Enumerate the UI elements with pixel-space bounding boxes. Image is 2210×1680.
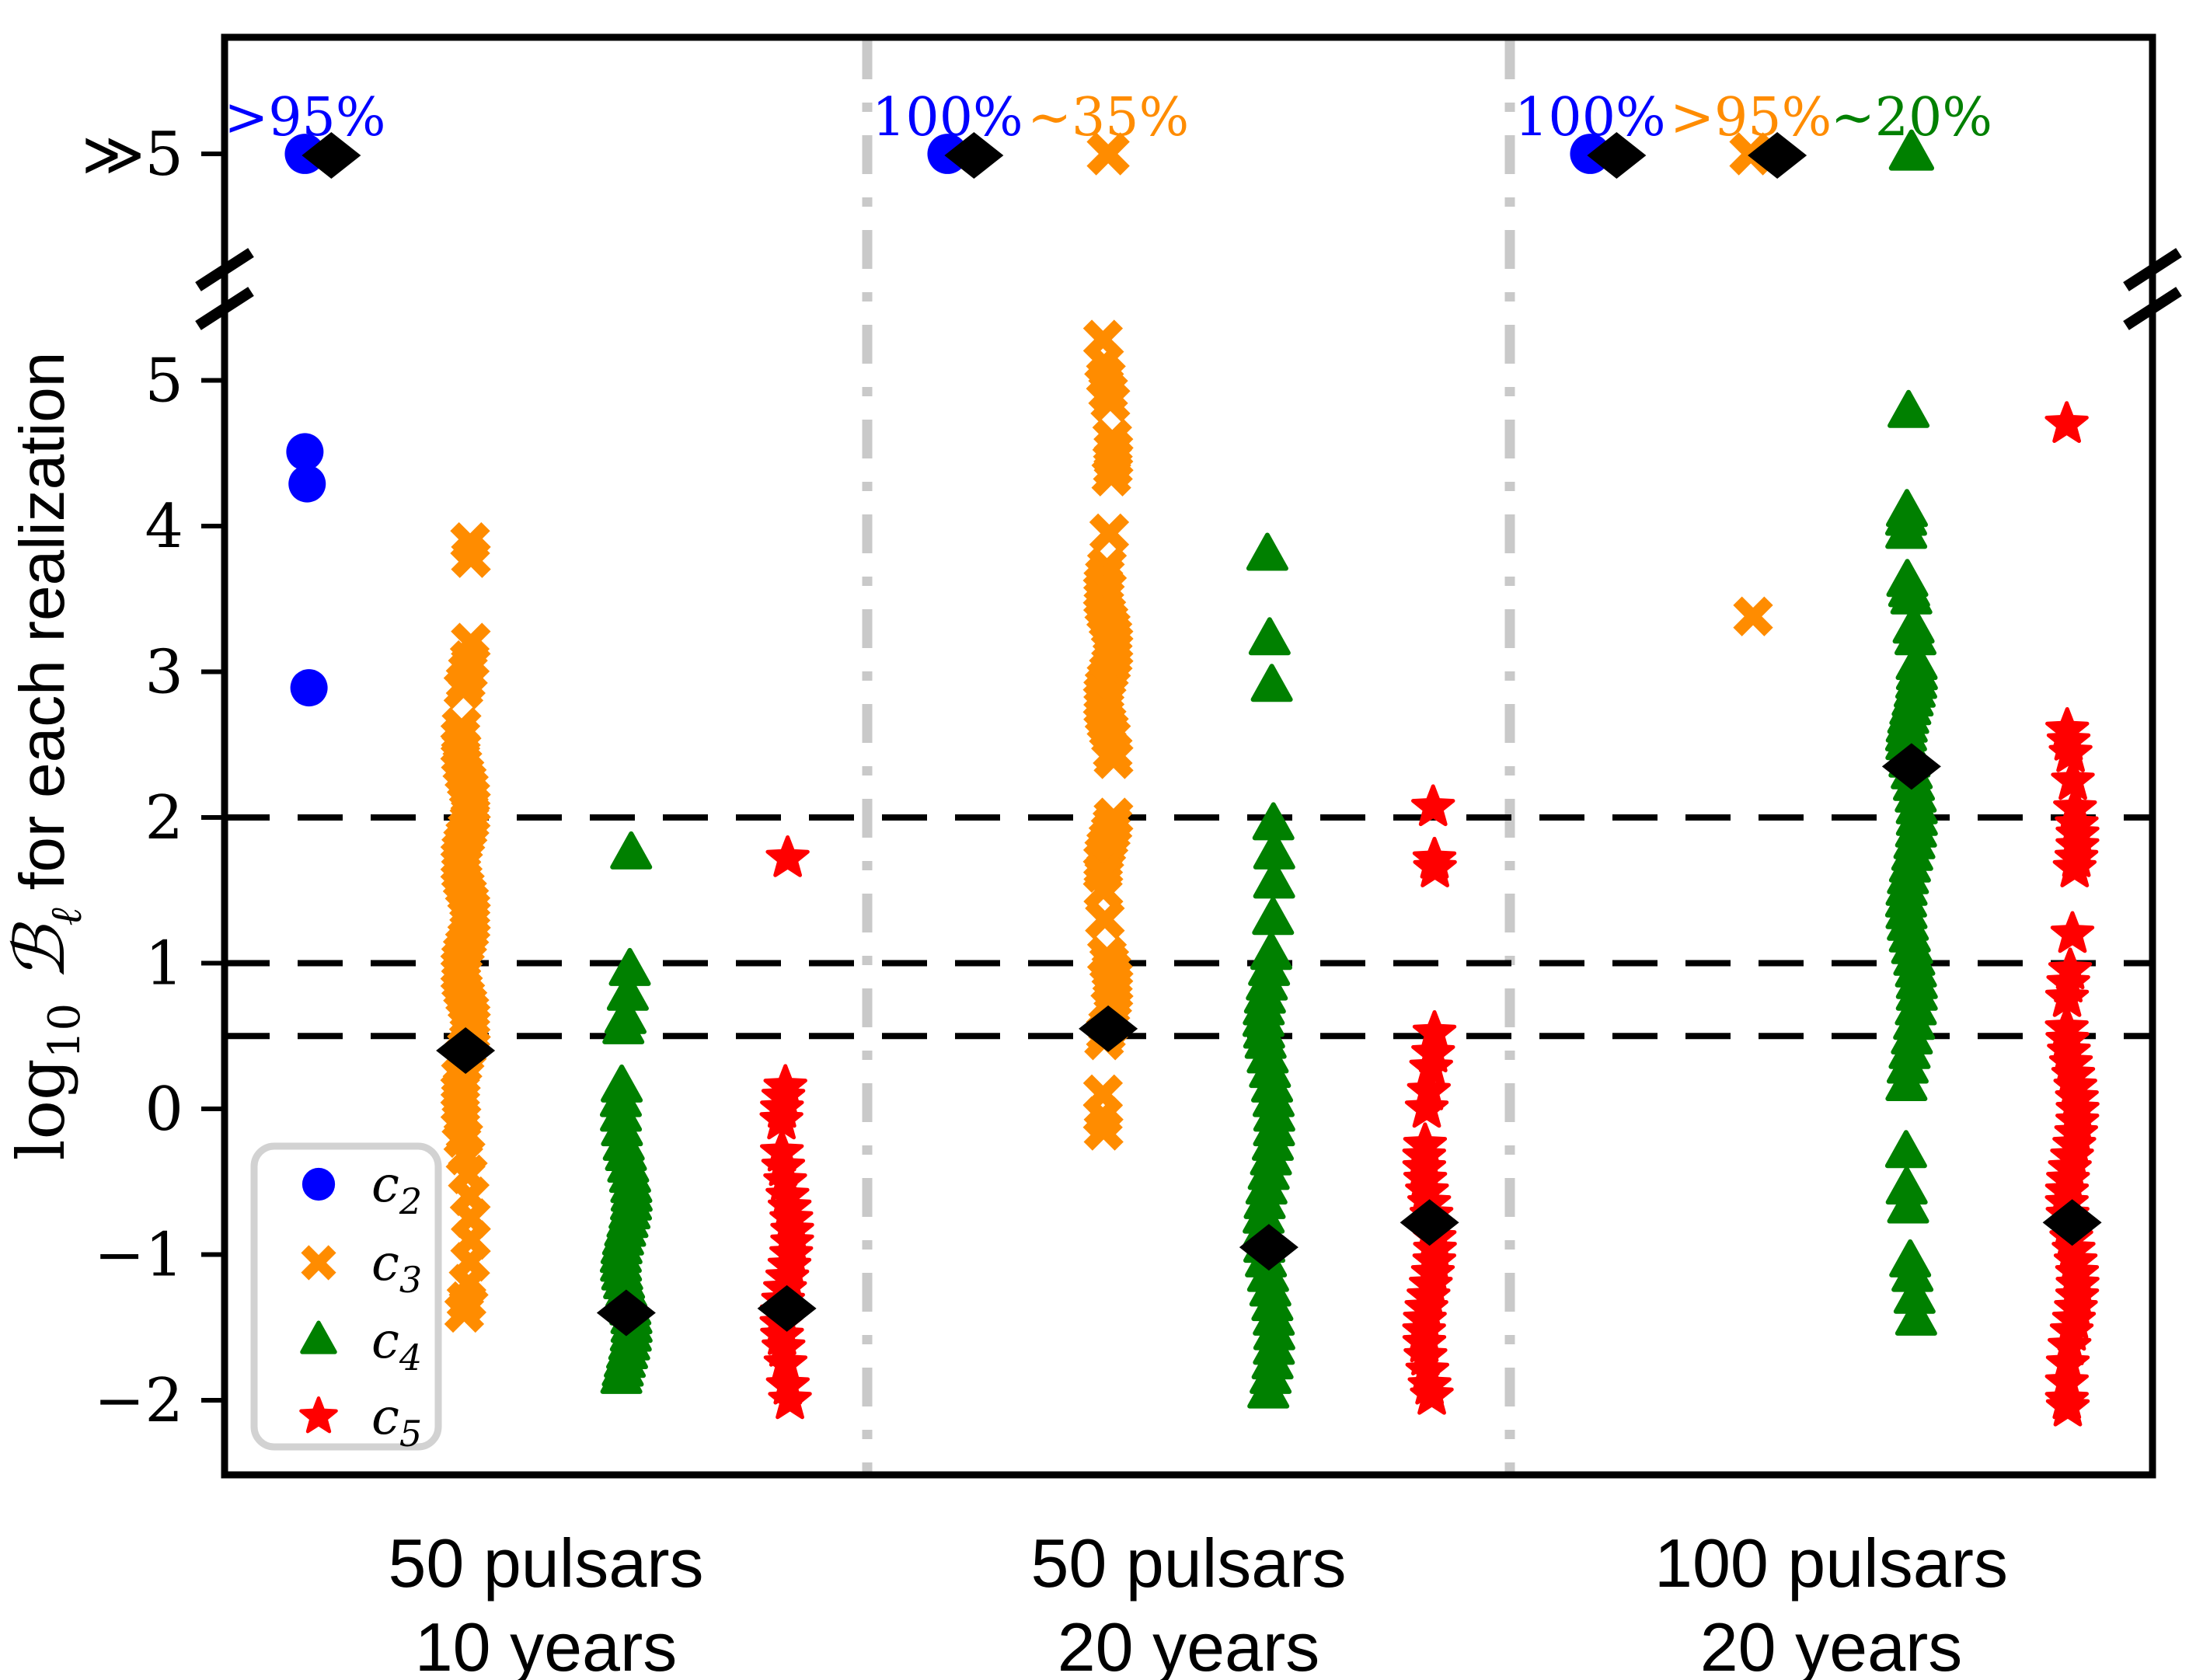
legend-marker-c5 — [299, 1396, 338, 1434]
break-annotation-c2: 100% — [872, 87, 1023, 148]
point-marker-c3 — [1091, 456, 1131, 497]
point-marker-c4 — [1246, 532, 1288, 571]
point-marker-c5 — [1413, 845, 1457, 887]
y-axis-label: log10 ℬℓ for each realization — [0, 352, 92, 1161]
axis-break-slash — [2123, 248, 2182, 291]
y-tick-label: 1 — [145, 929, 183, 999]
group-label: 20 years — [1700, 1609, 1963, 1680]
point-marker-c4 — [602, 1006, 645, 1044]
point-marker-c5 — [768, 1377, 812, 1420]
legend-marker-c3 — [301, 1245, 336, 1281]
median-diamond — [1881, 743, 1941, 790]
median-diamond-break — [944, 132, 1004, 179]
point-marker-c3 — [1089, 513, 1130, 554]
group-label: 10 years — [415, 1609, 678, 1680]
median-diamond — [1400, 1199, 1459, 1246]
y-tick-label: 4 — [145, 492, 183, 562]
point-marker-c2 — [290, 669, 328, 707]
point-marker-c5 — [2052, 845, 2097, 887]
plot-border — [221, 33, 2156, 1479]
legend-marker-c2 — [302, 1167, 336, 1201]
y-tick-label: −2 — [94, 1366, 183, 1436]
point-marker-c5 — [765, 835, 810, 877]
point-marker-c4 — [1895, 1297, 1937, 1336]
group-label: 50 pulsars — [1030, 1525, 1346, 1602]
group-label: 50 pulsars — [388, 1525, 703, 1602]
point-marker-c5 — [1411, 784, 1455, 827]
group-label: 20 years — [1058, 1609, 1320, 1680]
point-marker-c4 — [1887, 1185, 1929, 1224]
break-annotation-c3: >95% — [1670, 87, 1832, 148]
point-marker-c3 — [1090, 382, 1131, 423]
y-tick-label: 0 — [145, 1075, 183, 1145]
y-tick-label: 2 — [145, 783, 183, 853]
legend-label-c3: c3 — [371, 1235, 422, 1301]
point-marker-c4 — [1250, 664, 1293, 702]
median-diamond — [757, 1284, 817, 1332]
point-marker-c3 — [443, 669, 484, 709]
point-marker-c4 — [1888, 389, 1930, 428]
break-annotation-c3: ∼35% — [1027, 87, 1189, 148]
break-annotation-c2: 100% — [1515, 87, 1665, 148]
median-diamond — [436, 1027, 496, 1074]
point-marker-c3 — [444, 1292, 485, 1333]
median-diamond — [1239, 1224, 1298, 1271]
median-diamonds — [302, 132, 2102, 1337]
median-diamond-break — [1748, 132, 1807, 179]
legend-label-c4: c4 — [371, 1312, 422, 1379]
axis-break-slash — [195, 287, 254, 330]
y-tick-label: 3 — [145, 638, 183, 708]
median-diamond-break — [1587, 132, 1647, 179]
break-annotation-c2: >95% — [224, 87, 385, 148]
y-tick-label: 5 — [145, 347, 183, 417]
percent-annotations: >95% 100% ∼35% 100% >95%∼20% — [224, 87, 1992, 148]
median-diamond — [1079, 1005, 1138, 1052]
point-marker-c5 — [2045, 1384, 2090, 1427]
break-annotation-c4: ∼20% — [1831, 87, 1992, 148]
point-marker-c5 — [759, 1097, 803, 1140]
point-marker-c2 — [288, 465, 326, 503]
point-marker-c3 — [1085, 899, 1125, 939]
group-label: 100 pulsars — [1654, 1525, 2008, 1602]
legend: c2 c3 c4 c5 — [250, 1142, 442, 1455]
point-marker-c4 — [1253, 860, 1295, 899]
point-marker-c4 — [610, 831, 653, 870]
point-marker-c3 — [1733, 596, 1773, 636]
point-marker-c4 — [1885, 511, 1928, 549]
break-row-marker-c4 — [1888, 129, 1935, 171]
axes: 5 4 3 2 1 0 −1 −2 ≫5 — [82, 33, 2182, 1479]
point-marker-c4 — [1885, 1063, 1928, 1101]
median-diamond — [596, 1289, 656, 1337]
point-marker-c5 — [2050, 911, 2095, 953]
point-marker-c5 — [1404, 1086, 1449, 1128]
median-diamond — [2042, 1199, 2102, 1246]
point-marker-c3 — [1083, 1110, 1124, 1151]
threshold-dashed-lines — [225, 814, 2152, 1040]
point-marker-c4 — [1248, 617, 1291, 656]
point-marker-c2 — [286, 433, 324, 471]
legend-marker-c4 — [300, 1320, 337, 1354]
data-points — [284, 129, 2100, 1427]
point-marker-c5 — [1410, 1372, 1454, 1415]
legend-box — [250, 1142, 442, 1451]
point-marker-c5 — [2044, 401, 2089, 444]
point-marker-c4 — [1252, 897, 1295, 936]
point-marker-c3 — [451, 538, 491, 578]
point-marker-c4 — [1247, 1370, 1290, 1409]
legend-label-c5: c5 — [371, 1389, 422, 1455]
axis-break-slash — [195, 248, 254, 291]
point-marker-c3 — [1093, 739, 1134, 779]
break-row-marker-c3 — [1086, 132, 1130, 176]
median-diamond-break — [302, 132, 361, 179]
y-tick-label-much-greater-5: ≫5 — [82, 120, 183, 190]
point-marker-c4 — [1884, 1130, 1927, 1169]
axis-break-slash — [2123, 287, 2182, 330]
y-tick-label: −1 — [94, 1221, 183, 1291]
legend-label-c2: c2 — [371, 1156, 422, 1222]
point-marker-c4 — [600, 1355, 643, 1394]
